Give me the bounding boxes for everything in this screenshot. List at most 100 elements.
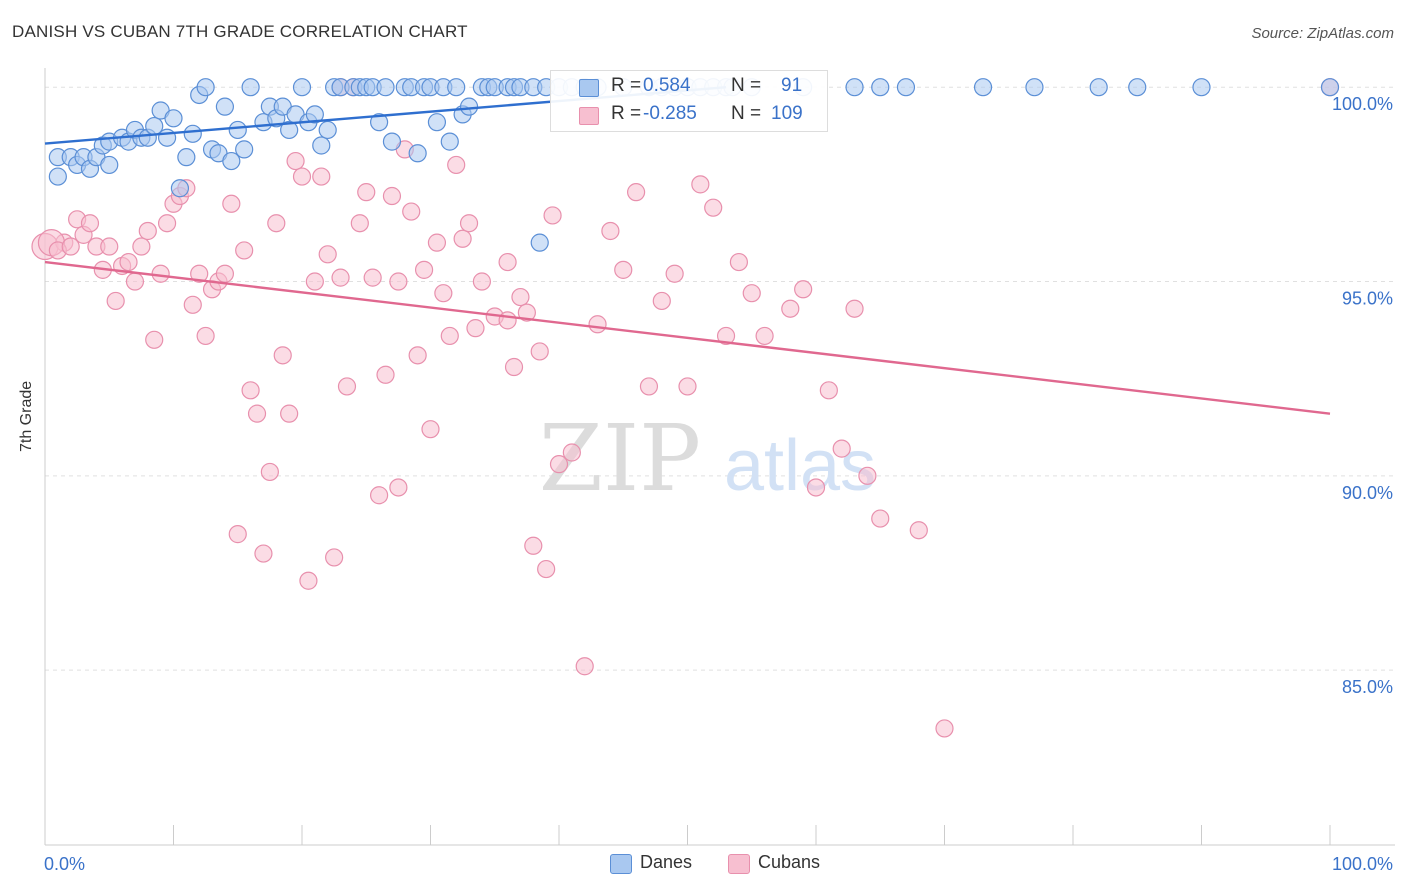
cubans-point <box>312 167 331 186</box>
danes-point <box>530 233 549 252</box>
cubans-point <box>325 548 344 567</box>
cubans-point <box>292 167 312 186</box>
x-tick-label-right: 100.0% <box>1332 854 1393 874</box>
legend-danes-swatch <box>610 854 632 874</box>
cubans-point <box>145 330 164 349</box>
danes-point <box>312 136 331 155</box>
danes-point <box>1089 78 1108 97</box>
cubans-point <box>845 299 864 318</box>
danes-point <box>382 132 402 151</box>
cubans-point <box>626 183 646 202</box>
cubans-point <box>389 272 408 291</box>
danes-point <box>370 113 389 132</box>
cubans-point <box>858 466 877 485</box>
cubans-n-label: N = <box>731 103 762 124</box>
cubans-point <box>119 252 138 272</box>
cubans-point <box>318 245 337 264</box>
cubans-point <box>794 280 813 299</box>
danes-point <box>196 78 215 97</box>
danes-point <box>177 148 196 167</box>
danes-point <box>235 140 254 159</box>
cubans-point <box>100 237 119 256</box>
danes-point <box>280 120 299 140</box>
cubans-point <box>755 326 774 346</box>
cubans-point <box>781 299 800 318</box>
cubans-point <box>280 404 299 423</box>
danes-point <box>318 120 337 140</box>
cubans-point <box>254 544 273 563</box>
cubans-point <box>183 295 202 314</box>
cubans-point <box>299 571 318 590</box>
cubans-point <box>273 346 292 365</box>
cubans-point <box>235 241 254 260</box>
chart-source: Source: ZipAtlas.com <box>1251 25 1394 42</box>
cubans-point <box>716 326 736 346</box>
danes-r-label: R = <box>611 75 642 96</box>
y-tick-label: 85.0% <box>1342 677 1393 697</box>
cubans-point <box>157 214 177 233</box>
danes-point <box>100 155 119 175</box>
cubans-point <box>562 443 581 462</box>
legend-cubans-swatch <box>728 854 750 874</box>
cubans-point <box>106 291 125 311</box>
cubans-point <box>678 377 697 396</box>
cubans-point <box>389 478 408 497</box>
cubans-point <box>402 202 421 221</box>
cubans-point <box>652 291 671 311</box>
tick-labels: 100.0% 95.0% 90.0% 85.0% 0.0% 100.0% <box>44 94 1393 874</box>
cubans-trend-line <box>44 260 1331 415</box>
cubans-point <box>466 319 485 338</box>
cubans-point <box>190 264 209 283</box>
cubans-point <box>80 214 100 233</box>
danes-point <box>1128 78 1147 97</box>
cubans-point <box>267 214 286 233</box>
cubans-point <box>742 284 761 303</box>
cubans-point <box>909 521 928 540</box>
cubans-point <box>524 536 543 555</box>
cubans-point <box>832 439 851 458</box>
cubans-point <box>350 214 369 233</box>
cubans-point <box>537 559 556 579</box>
cubans-point <box>517 303 536 322</box>
stats-legend: R = 0.584 N = 91 R = -0.285 N = 109 <box>550 70 828 132</box>
cubans-point <box>498 252 517 272</box>
cubans-point <box>382 186 402 206</box>
cubans-point <box>228 525 247 544</box>
cubans-point <box>459 214 479 233</box>
danes-n-value: 91 <box>781 75 803 96</box>
y-tick-label: 100.0% <box>1332 94 1393 114</box>
cubans-n-value: 109 <box>771 103 803 124</box>
legend-cubans-label: Cubans <box>758 852 821 872</box>
cubans-r-value: -0.285 <box>643 103 697 124</box>
cubans-point <box>241 381 260 400</box>
cubans-point <box>639 377 659 396</box>
cubans-point <box>260 462 279 482</box>
danes-point <box>896 78 916 97</box>
danes-point <box>1025 78 1044 97</box>
cubans-point <box>222 194 241 213</box>
cubans-point <box>447 155 466 175</box>
danes-point <box>408 144 427 163</box>
y-tick-label: 90.0% <box>1342 483 1393 503</box>
x-tick-label-left: 0.0% <box>44 854 85 874</box>
cubans-point <box>61 237 80 256</box>
danes-point <box>427 113 447 132</box>
chart-title: DANISH VS CUBAN 7TH GRADE CORRELATION CH… <box>12 22 468 41</box>
grid-lines <box>45 86 1395 671</box>
cubans-point <box>414 260 434 279</box>
cubans-point <box>453 229 472 248</box>
cubans-point <box>543 206 562 225</box>
cubans-point <box>247 404 267 423</box>
cubans-point <box>138 221 157 241</box>
cubans-point <box>421 420 440 439</box>
danes-point <box>845 78 864 97</box>
cubans-point <box>819 381 838 400</box>
cubans-point <box>196 326 215 346</box>
stats-row-cubans: R = -0.285 N = 109 <box>551 101 827 129</box>
cubans-point <box>331 268 350 287</box>
cubans-point <box>305 272 324 291</box>
danes-point <box>459 97 479 116</box>
danes-point <box>228 120 247 140</box>
cubans-point <box>440 326 459 346</box>
